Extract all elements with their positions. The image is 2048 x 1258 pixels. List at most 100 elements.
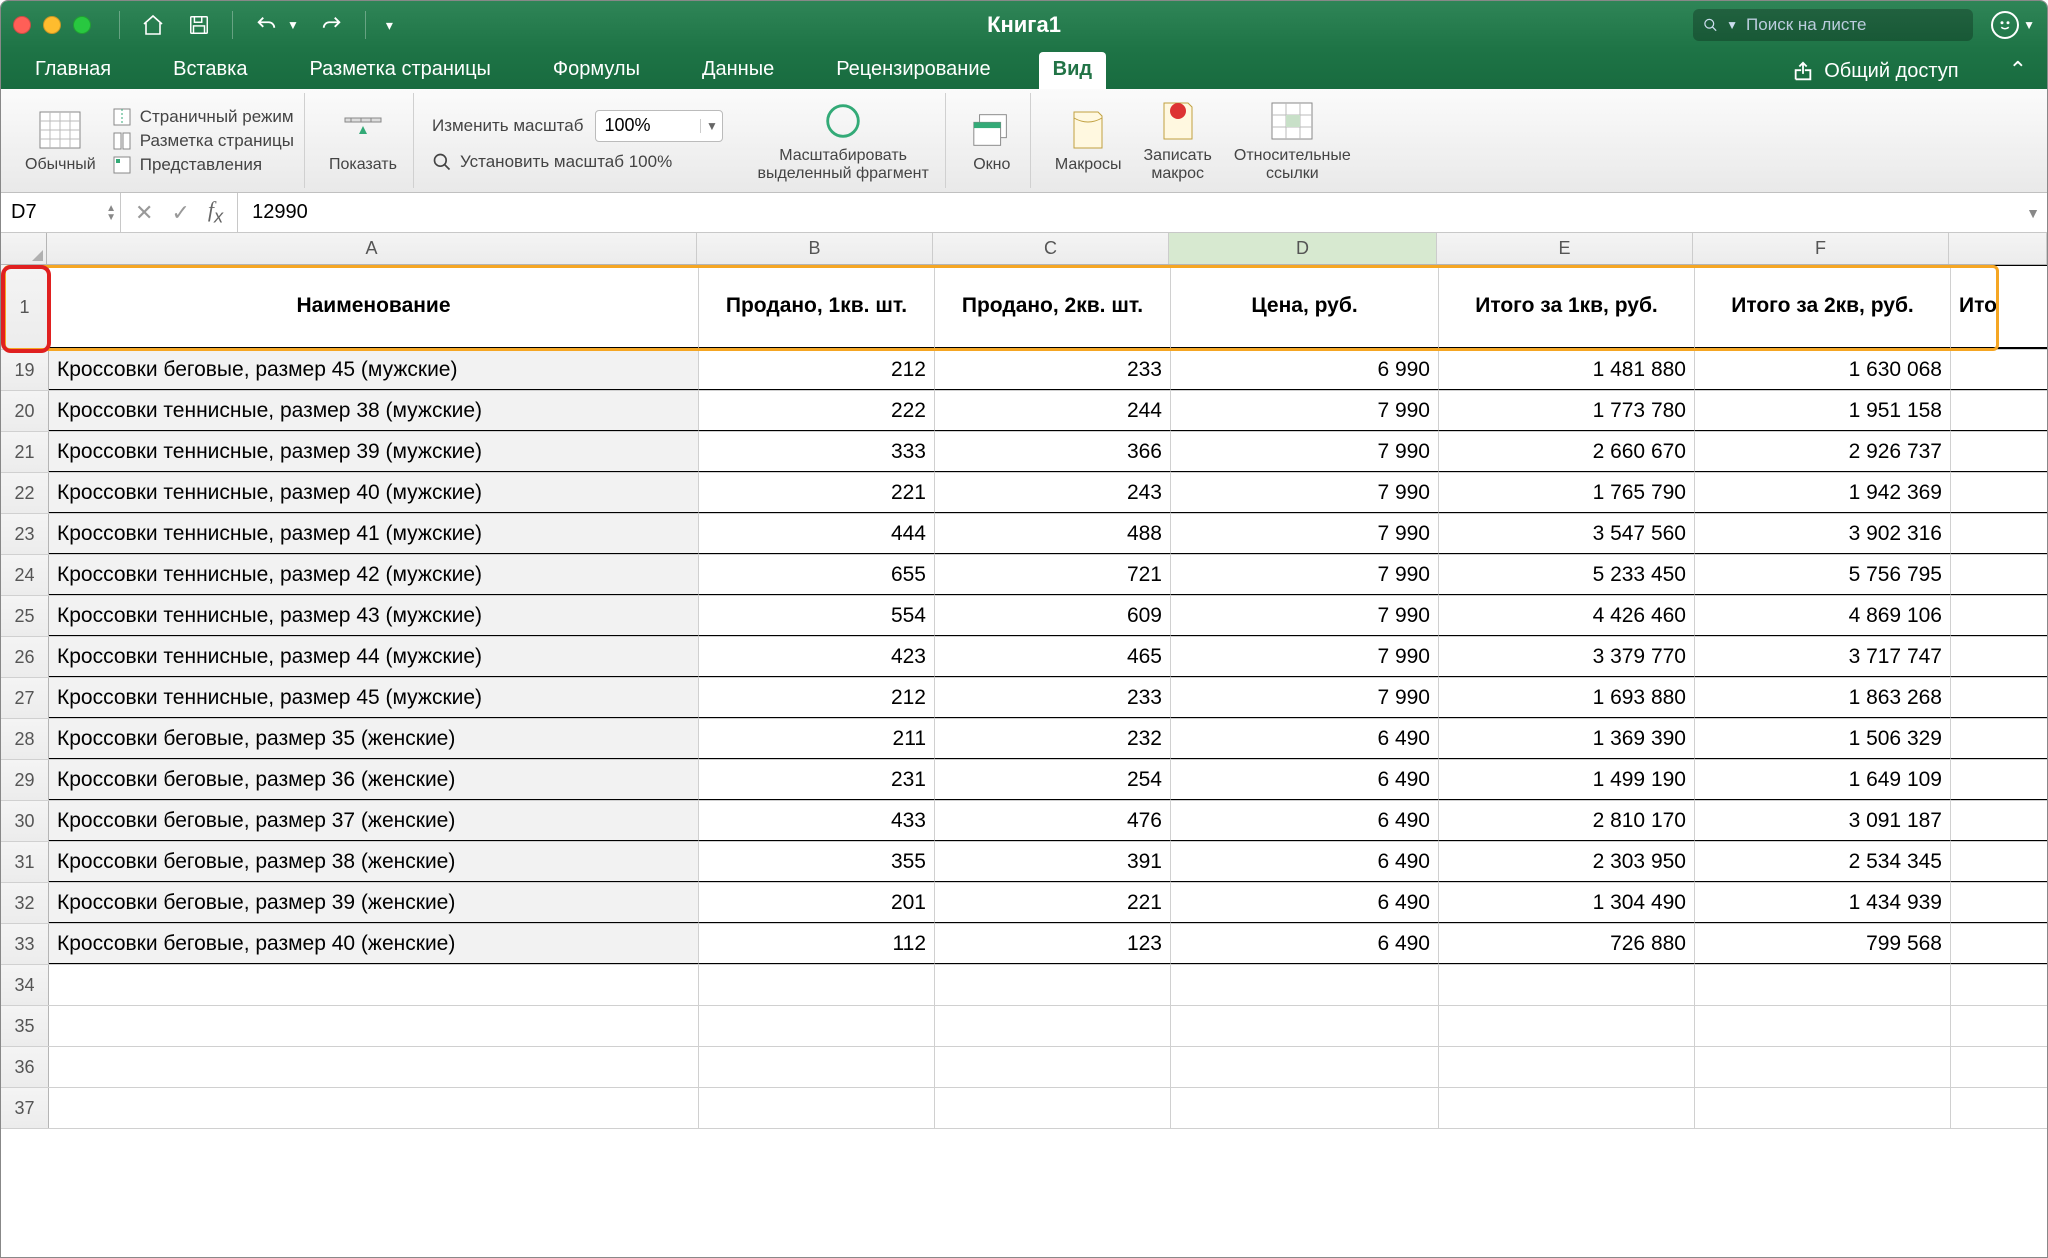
undo-dropdown-icon[interactable]: ▼ (287, 18, 299, 32)
zoom-dropdown-icon[interactable]: ▼ (700, 119, 722, 133)
cell[interactable] (699, 965, 935, 1005)
cell[interactable]: 1 773 780 (1439, 391, 1695, 431)
cell[interactable]: 6 490 (1171, 842, 1439, 882)
row-header[interactable]: 32 (1, 883, 49, 923)
cell[interactable]: 244 (935, 391, 1171, 431)
cell[interactable]: Кроссовки беговые, размер 36 (женские) (49, 760, 699, 800)
cell[interactable]: 1 434 939 (1695, 883, 1951, 923)
cell[interactable]: 7 990 (1171, 596, 1439, 636)
row-header[interactable]: 28 (1, 719, 49, 759)
cell[interactable]: 655 (699, 555, 935, 595)
cell[interactable] (1951, 719, 2047, 759)
cell[interactable] (1439, 965, 1695, 1005)
cell[interactable]: Кроссовки беговые, размер 38 (женские) (49, 842, 699, 882)
cell[interactable] (1439, 1047, 1695, 1087)
cell[interactable]: 6 490 (1171, 801, 1439, 841)
feedback-dropdown-icon[interactable]: ▼ (2023, 18, 2035, 32)
tab-review[interactable]: Рецензирование (822, 52, 1004, 89)
cell[interactable] (1171, 1088, 1439, 1128)
cell[interactable]: 609 (935, 596, 1171, 636)
row-header[interactable]: 37 (1, 1088, 49, 1128)
relative-refs-button[interactable]: Относительные ссылки (1228, 97, 1357, 185)
tab-view[interactable]: Вид (1039, 52, 1106, 89)
cell[interactable]: Кроссовки теннисные, размер 38 (мужские) (49, 391, 699, 431)
header-cell[interactable]: Продано, 1кв. шт. (699, 265, 935, 349)
formula-input[interactable]: 12990 (238, 193, 2019, 232)
expand-formula-bar-icon[interactable]: ▼ (2019, 193, 2047, 232)
cell[interactable]: Кроссовки беговые, размер 35 (женские) (49, 719, 699, 759)
cell[interactable] (699, 1006, 935, 1046)
tab-home[interactable]: Главная (21, 52, 125, 89)
save-icon[interactable] (186, 12, 212, 38)
cell[interactable] (935, 1047, 1171, 1087)
tab-insert[interactable]: Вставка (159, 52, 261, 89)
cell[interactable]: 3 379 770 (1439, 637, 1695, 677)
select-all-corner[interactable] (1, 233, 47, 264)
cell[interactable]: Кроссовки теннисные, размер 45 (мужские) (49, 678, 699, 718)
header-cell[interactable]: Итого за 1кв, руб. (1439, 265, 1695, 349)
cell[interactable] (1951, 924, 2047, 964)
cell[interactable]: 1 693 880 (1439, 678, 1695, 718)
cancel-formula-icon[interactable]: ✕ (135, 200, 153, 226)
cell[interactable]: 1 630 068 (1695, 350, 1951, 390)
insert-function-icon[interactable]: fx (208, 197, 223, 227)
cell[interactable]: 2 303 950 (1439, 842, 1695, 882)
cell[interactable]: 4 869 106 (1695, 596, 1951, 636)
cell[interactable] (49, 965, 699, 1005)
zoom-combobox[interactable]: ▼ (595, 110, 723, 142)
record-macro-button[interactable]: Записать макрос (1138, 97, 1218, 185)
cell[interactable] (49, 1088, 699, 1128)
cell[interactable]: Кроссовки беговые, размер 37 (женские) (49, 801, 699, 841)
tab-page-layout[interactable]: Разметка страницы (295, 52, 504, 89)
cell[interactable]: 6 990 (1171, 350, 1439, 390)
cell[interactable]: 7 990 (1171, 678, 1439, 718)
row-header[interactable]: 27 (1, 678, 49, 718)
cell[interactable]: 5 756 795 (1695, 555, 1951, 595)
cell[interactable]: 1 942 369 (1695, 473, 1951, 513)
header-cell[interactable]: Ито (1951, 265, 2047, 349)
cell[interactable]: 799 568 (1695, 924, 1951, 964)
search-input[interactable] (1746, 15, 1963, 35)
share-button[interactable]: Общий доступ (1792, 60, 1958, 89)
cell[interactable]: 232 (935, 719, 1171, 759)
cell[interactable] (1439, 1088, 1695, 1128)
cell[interactable] (49, 1006, 699, 1046)
cell[interactable]: 221 (699, 473, 935, 513)
cell[interactable] (699, 1047, 935, 1087)
cell[interactable] (1951, 760, 2047, 800)
custom-views-button[interactable]: Представления (112, 155, 294, 175)
cell[interactable]: 1 863 268 (1695, 678, 1951, 718)
cell[interactable] (699, 1088, 935, 1128)
show-button[interactable]: Показать (323, 106, 403, 176)
normal-view-button[interactable]: Обычный (19, 106, 102, 176)
zoom-window-button[interactable] (73, 16, 91, 34)
cell[interactable] (1951, 1088, 2047, 1128)
row-header[interactable]: 33 (1, 924, 49, 964)
minimize-window-button[interactable] (43, 16, 61, 34)
cell[interactable]: Кроссовки беговые, размер 39 (женские) (49, 883, 699, 923)
cell[interactable]: Кроссовки теннисные, размер 42 (мужские) (49, 555, 699, 595)
cell[interactable]: 211 (699, 719, 935, 759)
home-icon[interactable] (140, 12, 166, 38)
cell[interactable]: 488 (935, 514, 1171, 554)
page-layout-view-button[interactable]: Разметка страницы (112, 131, 294, 151)
name-box[interactable]: D7 ▲▼ (1, 193, 121, 232)
row-header[interactable]: 29 (1, 760, 49, 800)
cell[interactable]: 7 990 (1171, 432, 1439, 472)
cell[interactable]: 3 717 747 (1695, 637, 1951, 677)
cell[interactable]: Кроссовки теннисные, размер 39 (мужские) (49, 432, 699, 472)
cell[interactable]: 2 810 170 (1439, 801, 1695, 841)
cell[interactable] (1951, 391, 2047, 431)
cell[interactable] (1171, 965, 1439, 1005)
cell[interactable] (1695, 1006, 1951, 1046)
close-window-button[interactable] (13, 16, 31, 34)
header-cell[interactable]: Итого за 2кв, руб. (1695, 265, 1951, 349)
col-header-B[interactable]: B (697, 233, 933, 264)
cell[interactable]: 1 304 490 (1439, 883, 1695, 923)
cell[interactable] (1951, 473, 2047, 513)
tab-data[interactable]: Данные (688, 52, 788, 89)
cell[interactable]: 721 (935, 555, 1171, 595)
cell[interactable]: Кроссовки беговые, размер 40 (женские) (49, 924, 699, 964)
row-header[interactable]: 1 (1, 265, 49, 349)
cell[interactable] (935, 1088, 1171, 1128)
